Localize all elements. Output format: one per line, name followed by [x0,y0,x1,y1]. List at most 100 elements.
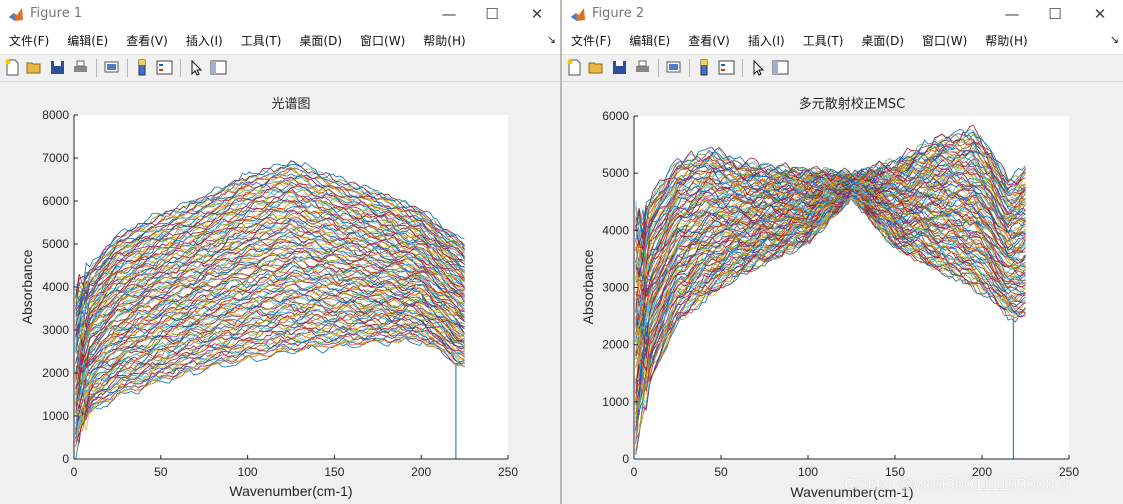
y-tick-label: 5000 [42,237,69,251]
spectrum-line [75,285,465,399]
save-icon[interactable] [49,59,66,76]
close-button[interactable]: ✕ [530,5,544,23]
print-preview-icon[interactable] [665,59,682,76]
pointer-icon[interactable] [188,59,205,76]
y-tick-label: 3000 [42,323,69,337]
maximize-button[interactable]: ☐ [485,5,499,23]
menu-dock-arrow-icon[interactable]: ↘ [1109,33,1119,46]
menu-window[interactable]: 窗口(W) [922,34,968,48]
spectrum-line [75,190,465,314]
menu-dock-arrow-icon[interactable]: ↘ [546,33,556,46]
menu-window[interactable]: 窗口(W) [360,34,406,48]
spectrum-line [75,162,465,303]
toolbar-separator [180,59,181,77]
menu-insert[interactable]: 插入(I) [747,34,785,48]
menu-file[interactable]: 文件(F) [9,34,50,48]
open-file-icon[interactable] [588,59,605,76]
window-title: Figure 2 [592,6,645,21]
menu-tools[interactable]: 工具(T) [240,34,282,48]
menu-edit[interactable]: 编辑(E) [67,34,109,48]
axis-layer: 0 50 100 150 200 250 0 1000 2000 3000 4000 5000 6000… [42,108,518,479]
spectrum-line [635,181,1026,357]
y-axis-label: Absorbance [580,249,596,324]
menu-tools[interactable]: 工具(T) [802,34,844,48]
menu-desktop[interactable]: 桌面(D) [299,34,343,48]
toolbar [562,55,1123,82]
menu-desktop[interactable]: 桌面(D) [861,34,905,48]
spectrum-line [635,150,1026,265]
spectrum-line [75,335,465,436]
spectrum-line [75,256,465,369]
menu-view[interactable]: 查看(V) [126,34,168,48]
spectrum-line [75,199,465,328]
colorbar-icon[interactable] [696,59,713,76]
window-title: Figure 1 [30,6,83,21]
spectrum-line [75,266,465,383]
spectrum-line [75,301,465,399]
menu-help[interactable]: 帮助(H) [985,34,1028,48]
pointer-icon[interactable] [750,59,767,76]
series-layer [75,160,472,460]
property-inspector-icon[interactable] [772,59,789,76]
menu-insert[interactable]: 插入(I) [185,34,223,48]
minimize-button[interactable]: — [441,5,457,23]
y-tick-label: 0 [622,452,629,466]
minimize-button[interactable]: — [1004,5,1020,23]
new-figure-icon[interactable] [4,59,21,76]
spectrum-chart: 0 50 100 150 200 250 0 1000 2000 3000 4000 5000 6000… [19,97,518,499]
menu-file[interactable]: 文件(F) [571,34,612,48]
title-bar[interactable]: Figure 2 — ☐ ✕ [562,0,1123,28]
menu-edit[interactable]: 编辑(E) [629,34,671,48]
matlab-logo-icon [9,8,23,21]
y-tick-label: 8000 [42,108,69,122]
spectrum-line [75,203,465,332]
spectrum-line [75,335,465,444]
matlab-logo-icon [571,8,585,21]
toolbar-separator [658,59,659,77]
title-bar[interactable]: Figure 1 — ☐ ✕ [0,0,560,28]
menu-bar: 文件(F) 编辑(E) 查看(V) 插入(I) 工具(T) 桌面(D) 窗口(W… [0,28,560,55]
spectrum-line [75,311,465,434]
spectrum-line [635,124,1026,240]
colorbar-icon[interactable] [134,59,151,76]
spectrum-line [635,131,1026,239]
spectrum-line [75,231,465,364]
spectrum-line [75,250,465,364]
legend-icon[interactable] [718,59,735,76]
spectrum-line [75,323,465,441]
spectrum-line [75,308,465,430]
x-tick-label: 250 [1059,465,1079,479]
y-tick-label: 6000 [602,109,629,123]
spectrum-line [75,314,465,436]
legend-icon[interactable] [156,59,173,76]
spectrum-line [635,179,1026,318]
x-axis-label: Wavenumber(cm-1) [229,483,352,499]
toolbar-separator [689,59,690,77]
print-icon[interactable] [72,59,89,76]
chart-title: 多元散射校正MSC [799,96,906,112]
print-preview-icon[interactable] [103,59,120,76]
x-tick-label: 200 [411,465,431,479]
save-icon[interactable] [611,59,628,76]
menu-help[interactable]: 帮助(H) [423,34,466,48]
spectrum-line [75,336,465,447]
menu-view[interactable]: 查看(V) [688,34,730,48]
spectrum-line [635,184,1026,366]
spectrum-line [75,166,465,304]
print-icon[interactable] [634,59,651,76]
new-figure-icon[interactable] [566,59,583,76]
y-axis-label: Absorbance [19,249,35,324]
spectrum-line [75,160,465,290]
y-tick-label: 6000 [42,194,69,208]
spectrum-line [75,241,465,349]
open-file-icon[interactable] [26,59,43,76]
x-tick-label: 50 [154,465,168,479]
spectrum-line [75,167,465,299]
spectrum-line [75,187,465,315]
maximize-button[interactable]: ☐ [1048,5,1062,23]
property-inspector-icon[interactable] [210,59,227,76]
spectrum-line [75,313,465,434]
close-button[interactable]: ✕ [1093,5,1107,23]
x-tick-label: 150 [324,465,344,479]
spectrum-line [75,217,465,353]
